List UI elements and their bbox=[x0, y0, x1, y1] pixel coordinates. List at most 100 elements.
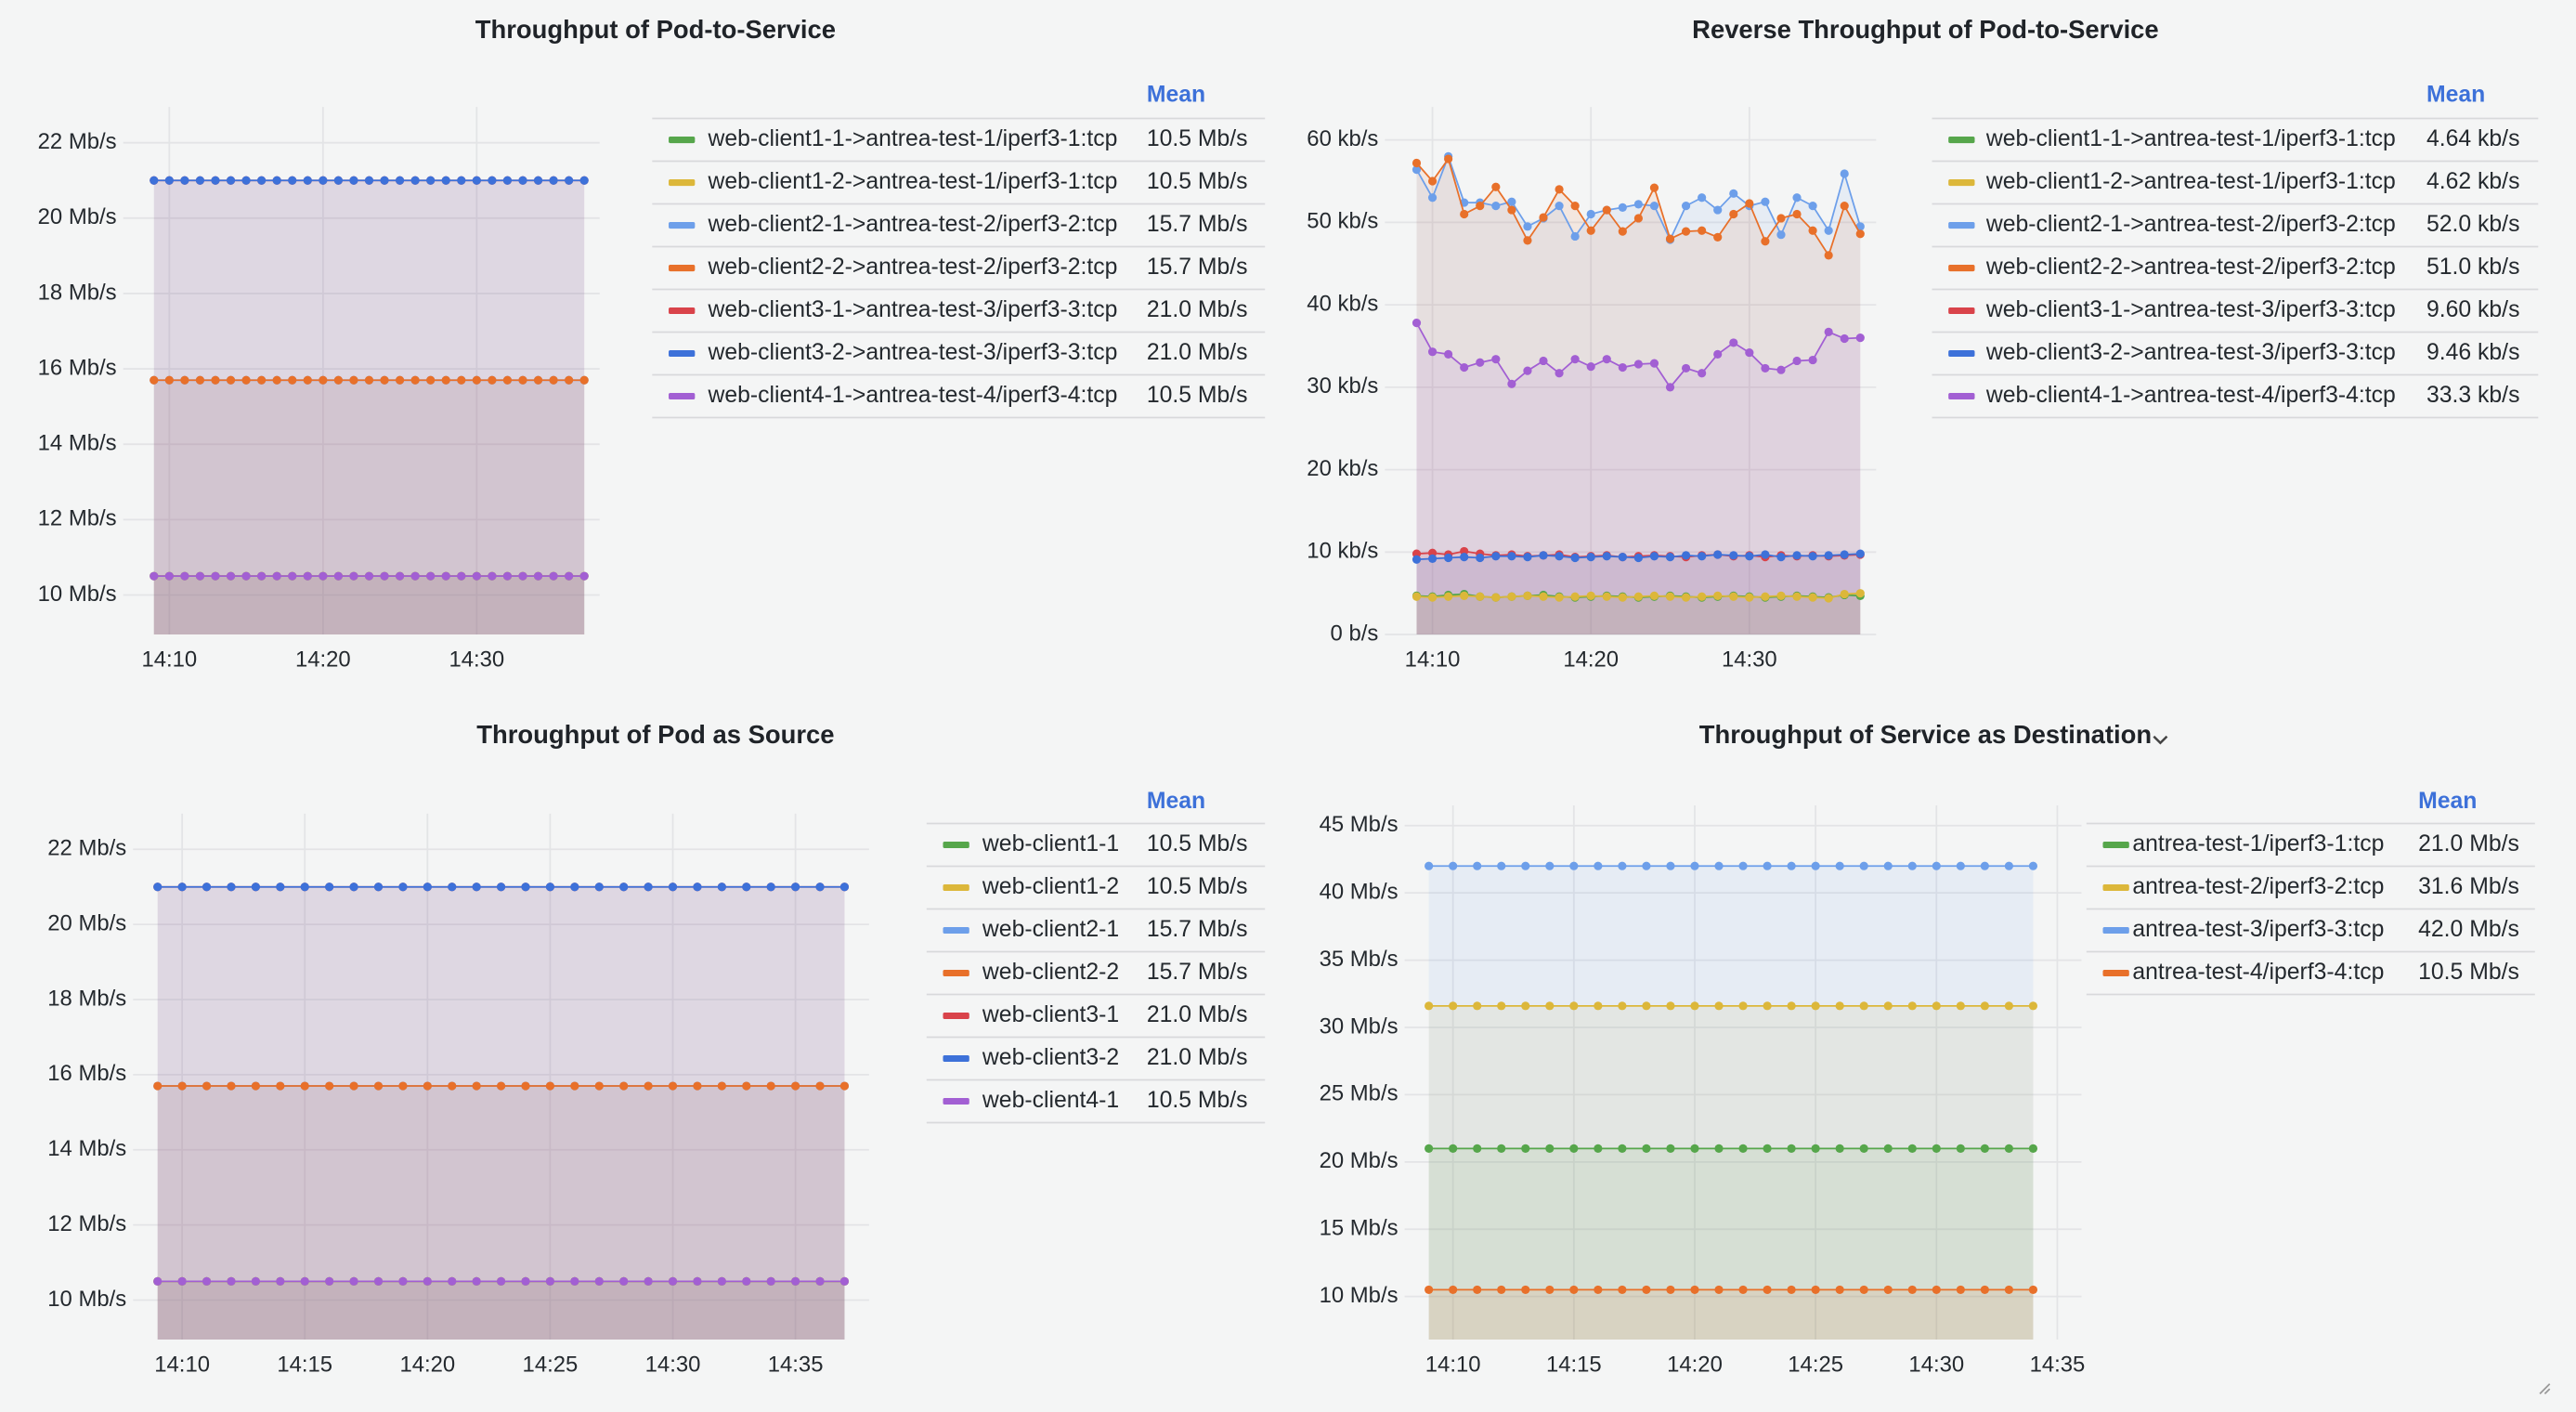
legend-swatch bbox=[943, 883, 969, 892]
data-point bbox=[594, 1276, 604, 1286]
data-point bbox=[533, 176, 543, 185]
data-point bbox=[1507, 592, 1516, 601]
data-point bbox=[472, 1081, 481, 1091]
legend-name: antrea-test-3/iperf3-3:tcp bbox=[2132, 917, 2384, 942]
data-point bbox=[545, 882, 555, 892]
data-point bbox=[276, 882, 285, 892]
legend-name: web-client3-2->antrea-test-3/iperf3-3:tc… bbox=[1985, 340, 2396, 365]
data-point bbox=[1690, 1001, 1699, 1011]
data-point bbox=[227, 882, 236, 892]
resize-handle[interactable] bbox=[2539, 1383, 2551, 1395]
data-point bbox=[1713, 205, 1723, 215]
series-area bbox=[1416, 594, 1861, 635]
series-area bbox=[1428, 1289, 2034, 1340]
data-point bbox=[1460, 553, 1469, 562]
data-point bbox=[1855, 589, 1865, 598]
data-point bbox=[1444, 592, 1453, 601]
data-point bbox=[1787, 1144, 1796, 1153]
panel-menu-chevron[interactable] bbox=[2153, 735, 2168, 745]
data-point bbox=[227, 1276, 236, 1286]
data-point bbox=[303, 571, 312, 581]
data-point bbox=[1473, 861, 1482, 870]
data-point bbox=[1473, 1285, 1482, 1295]
data-point bbox=[1425, 1285, 1434, 1295]
data-point bbox=[579, 375, 589, 385]
legend-swatch bbox=[669, 136, 696, 144]
y-tick-label: 35 Mb/s bbox=[1320, 947, 1399, 972]
data-point bbox=[1681, 551, 1691, 560]
data-point bbox=[1787, 1001, 1796, 1011]
data-point bbox=[150, 375, 159, 385]
data-point bbox=[457, 176, 466, 185]
data-point bbox=[303, 375, 312, 385]
data-point bbox=[349, 1276, 358, 1286]
data-point bbox=[594, 1081, 604, 1091]
data-point bbox=[1642, 1144, 1651, 1153]
x-tick-label: 14:10 bbox=[1425, 1353, 1481, 1378]
series-area bbox=[153, 576, 585, 635]
data-point bbox=[276, 1276, 285, 1286]
legend-swatch bbox=[943, 1097, 969, 1105]
legend-swatch bbox=[943, 1012, 969, 1020]
x-tick-label: 14:10 bbox=[1405, 647, 1461, 673]
data-point bbox=[1649, 591, 1659, 600]
data-point bbox=[1883, 1285, 1893, 1295]
data-point bbox=[1569, 1285, 1579, 1295]
data-point bbox=[1761, 197, 1770, 206]
data-point bbox=[2004, 861, 2013, 870]
data-point bbox=[380, 571, 389, 581]
data-point bbox=[644, 1276, 653, 1286]
data-point bbox=[319, 375, 328, 385]
data-point bbox=[545, 1081, 555, 1091]
data-point bbox=[380, 176, 389, 185]
data-point bbox=[1907, 1144, 1917, 1153]
data-point bbox=[1665, 553, 1675, 562]
panel-title[interactable]: Throughput of Service as Destination bbox=[1699, 720, 2152, 749]
data-point bbox=[1811, 1285, 1820, 1295]
data-point bbox=[533, 571, 543, 581]
data-point bbox=[1497, 1285, 1506, 1295]
data-point bbox=[1738, 1285, 1748, 1295]
legend-swatch bbox=[943, 926, 969, 935]
data-point bbox=[1523, 591, 1532, 600]
data-point bbox=[1776, 230, 1786, 240]
data-point bbox=[288, 571, 297, 581]
data-point bbox=[300, 882, 309, 892]
data-point bbox=[549, 571, 558, 581]
data-point bbox=[839, 1081, 850, 1091]
data-point bbox=[1835, 1144, 1844, 1153]
data-point bbox=[180, 176, 189, 185]
data-point bbox=[1539, 213, 1548, 222]
y-tick-label: 40 kb/s bbox=[1307, 291, 1378, 316]
data-point bbox=[1507, 197, 1516, 206]
legend-swatch bbox=[1948, 264, 1975, 272]
legend-mean: 10.5 Mb/s bbox=[1147, 831, 1248, 856]
data-point bbox=[325, 882, 334, 892]
legend-swatch bbox=[943, 1054, 969, 1063]
legend-name: web-client3-1->antrea-test-3/iperf3-3:tc… bbox=[1985, 297, 2396, 322]
data-point bbox=[766, 882, 775, 892]
data-point bbox=[1932, 1144, 1941, 1153]
data-point bbox=[1476, 202, 1485, 211]
data-point bbox=[1642, 861, 1651, 870]
legend-mean: 10.5 Mb/s bbox=[1147, 874, 1248, 899]
data-point bbox=[1761, 550, 1770, 559]
series-area bbox=[157, 886, 845, 1340]
data-point bbox=[1761, 592, 1770, 601]
data-point bbox=[227, 1081, 236, 1091]
data-point bbox=[395, 375, 405, 385]
data-point bbox=[1649, 552, 1659, 561]
data-point bbox=[1776, 553, 1786, 562]
data-point bbox=[533, 375, 543, 385]
data-point bbox=[177, 1081, 187, 1091]
legend-name: web-client2-2 bbox=[982, 960, 1119, 985]
legend-swatch bbox=[1948, 178, 1975, 187]
data-point bbox=[472, 571, 481, 581]
data-point bbox=[211, 571, 220, 581]
legend-mean: 9.60 kb/s bbox=[2426, 297, 2519, 322]
data-point bbox=[349, 176, 358, 185]
data-point bbox=[1714, 1285, 1724, 1295]
y-tick-label: 30 kb/s bbox=[1307, 373, 1378, 399]
legend-mean: 21.0 Mb/s bbox=[1147, 1002, 1248, 1027]
